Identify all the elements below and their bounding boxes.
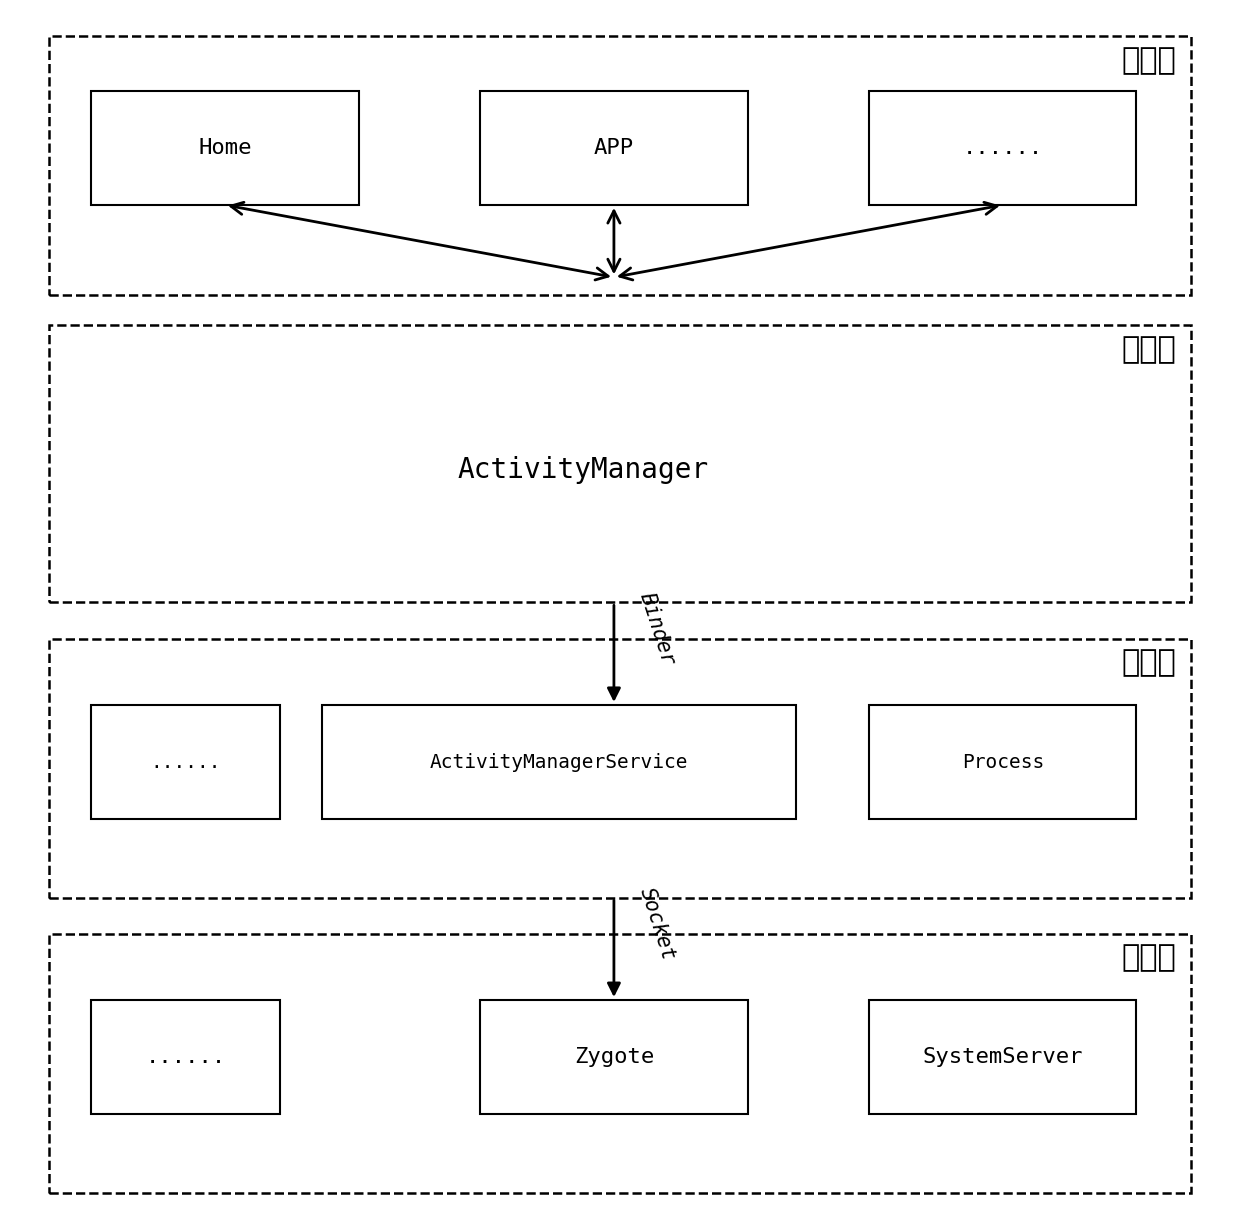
- Text: Binder: Binder: [636, 590, 678, 669]
- Text: Process: Process: [962, 752, 1044, 772]
- Text: ......: ......: [145, 1047, 226, 1067]
- Text: 服务层: 服务层: [1122, 648, 1177, 677]
- Text: SystemServer: SystemServer: [923, 1047, 1083, 1067]
- Bar: [92, 1000, 280, 1115]
- Text: ......: ......: [962, 138, 1043, 157]
- Bar: [869, 704, 1136, 820]
- Bar: [322, 704, 796, 820]
- Bar: [480, 1000, 748, 1115]
- Bar: [869, 1000, 1136, 1115]
- Text: ......: ......: [150, 752, 221, 772]
- Bar: [48, 326, 1192, 602]
- Text: Home: Home: [198, 138, 252, 157]
- Text: Socket: Socket: [636, 886, 678, 964]
- Text: Zygote: Zygote: [574, 1047, 653, 1067]
- Bar: [869, 91, 1136, 205]
- Bar: [48, 639, 1192, 897]
- Bar: [92, 91, 358, 205]
- Text: ActivityManagerService: ActivityManagerService: [430, 752, 688, 772]
- Bar: [92, 704, 280, 820]
- Text: 系统层: 系统层: [1122, 944, 1177, 972]
- Text: 应用层: 应用层: [1122, 45, 1177, 75]
- Bar: [48, 37, 1192, 295]
- Bar: [48, 934, 1192, 1192]
- Text: ActivityManager: ActivityManager: [458, 456, 709, 484]
- Text: 中间层: 中间层: [1122, 336, 1177, 364]
- Text: APP: APP: [594, 138, 634, 157]
- Bar: [480, 91, 748, 205]
